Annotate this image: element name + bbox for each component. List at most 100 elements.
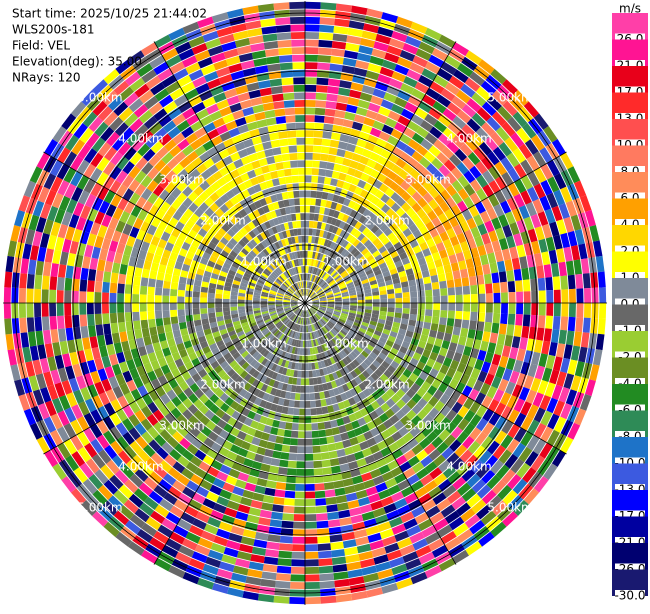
radar-gate xyxy=(63,151,77,168)
radar-gate xyxy=(311,430,320,438)
radar-gate xyxy=(410,572,428,585)
radar-gate xyxy=(185,303,192,310)
radar-gate xyxy=(305,461,314,469)
radar-gate xyxy=(480,510,497,526)
radar-gate xyxy=(101,214,112,228)
radar-gate xyxy=(214,388,225,398)
radar-gate xyxy=(442,375,453,386)
radar-gate xyxy=(201,222,212,232)
radar-gate xyxy=(412,245,422,254)
radar-gate xyxy=(419,334,429,343)
radar-gate xyxy=(377,74,392,85)
radar-gate xyxy=(361,30,378,41)
radar-gate xyxy=(348,461,359,470)
radar-gate xyxy=(278,177,287,185)
radar-gate xyxy=(278,275,285,282)
radar-gate xyxy=(283,505,295,514)
radar-gate xyxy=(34,303,42,318)
radar-gate xyxy=(411,443,424,456)
radar-gate xyxy=(313,314,319,321)
radar-gate xyxy=(381,348,390,356)
radar-gate xyxy=(482,184,494,198)
radar-gate xyxy=(352,275,360,282)
radar-gate xyxy=(370,261,379,269)
radar-gate xyxy=(98,142,112,157)
radar-gate xyxy=(407,438,419,449)
radar-gate xyxy=(589,225,600,242)
radar-gate xyxy=(182,107,196,120)
radar-gate xyxy=(194,467,207,479)
radar-gate xyxy=(326,435,335,444)
radar-gate xyxy=(265,246,273,255)
radar-gate xyxy=(443,159,456,172)
radar-gate xyxy=(369,363,378,372)
radar-gate xyxy=(411,505,426,518)
radar-gate xyxy=(423,321,431,330)
radar-gate xyxy=(179,214,189,225)
radar-gate xyxy=(319,391,326,400)
radar-gate xyxy=(305,77,317,85)
radar-gate xyxy=(289,313,295,320)
radar-gate xyxy=(501,469,516,485)
radar-gate xyxy=(210,542,226,554)
radar-gate xyxy=(399,275,408,283)
radar-gate xyxy=(344,336,352,343)
radar-gate xyxy=(29,345,40,361)
radar-gate xyxy=(565,389,578,406)
radar-gate xyxy=(312,259,317,267)
radar-gate xyxy=(275,348,281,357)
radar-gate xyxy=(376,396,386,407)
radar-gate xyxy=(283,344,289,352)
radar-gate xyxy=(308,228,313,236)
radar-gate xyxy=(441,340,451,350)
radar-gate xyxy=(135,436,148,449)
radar-gate xyxy=(369,351,378,360)
radar-gate xyxy=(318,320,324,327)
radar-gate xyxy=(320,238,326,246)
radar-gate xyxy=(238,347,247,355)
radar-gate xyxy=(333,253,340,261)
radar-gate xyxy=(271,286,279,291)
radar-gate xyxy=(70,101,87,118)
radar-gate xyxy=(204,186,215,197)
radar-gate xyxy=(324,325,330,332)
radar-gate xyxy=(273,412,282,421)
radar-gate xyxy=(378,489,391,500)
radar-gate xyxy=(169,303,177,311)
radar-gate xyxy=(312,303,320,306)
radar-gate xyxy=(419,355,429,365)
radar-gate xyxy=(279,287,286,292)
radar-gate xyxy=(291,236,296,244)
radar-gate xyxy=(213,92,227,103)
radar-gate xyxy=(270,288,278,293)
radar-gate xyxy=(252,218,260,227)
radar-gate xyxy=(316,77,329,86)
radar-gate xyxy=(354,410,363,420)
radar-gate xyxy=(355,356,364,365)
radar-gate xyxy=(285,483,296,491)
radar-gate xyxy=(538,353,548,368)
radar-gate xyxy=(411,202,422,213)
radar-gate xyxy=(512,478,528,495)
radar-gate xyxy=(240,172,250,182)
radar-gate xyxy=(255,255,263,263)
radar-gate xyxy=(207,260,216,268)
range-label: 5.00km xyxy=(487,501,532,515)
radar-gate xyxy=(353,348,361,356)
radar-gate xyxy=(334,18,350,28)
radar-gate xyxy=(62,353,72,368)
radar-gate xyxy=(531,455,545,472)
radar-gate xyxy=(162,303,170,311)
radar-gate xyxy=(208,312,216,319)
radar-gate xyxy=(508,292,516,303)
radar-gate xyxy=(229,348,238,356)
radar-gate xyxy=(300,220,305,228)
radar-gate xyxy=(289,229,295,237)
radar-gate xyxy=(427,336,436,345)
radar-gate xyxy=(108,376,119,389)
radar-gate xyxy=(447,490,462,504)
radar-gate xyxy=(273,443,283,452)
radar-gate xyxy=(209,342,218,351)
radar-gate xyxy=(312,300,320,303)
radar-gate xyxy=(282,513,294,521)
